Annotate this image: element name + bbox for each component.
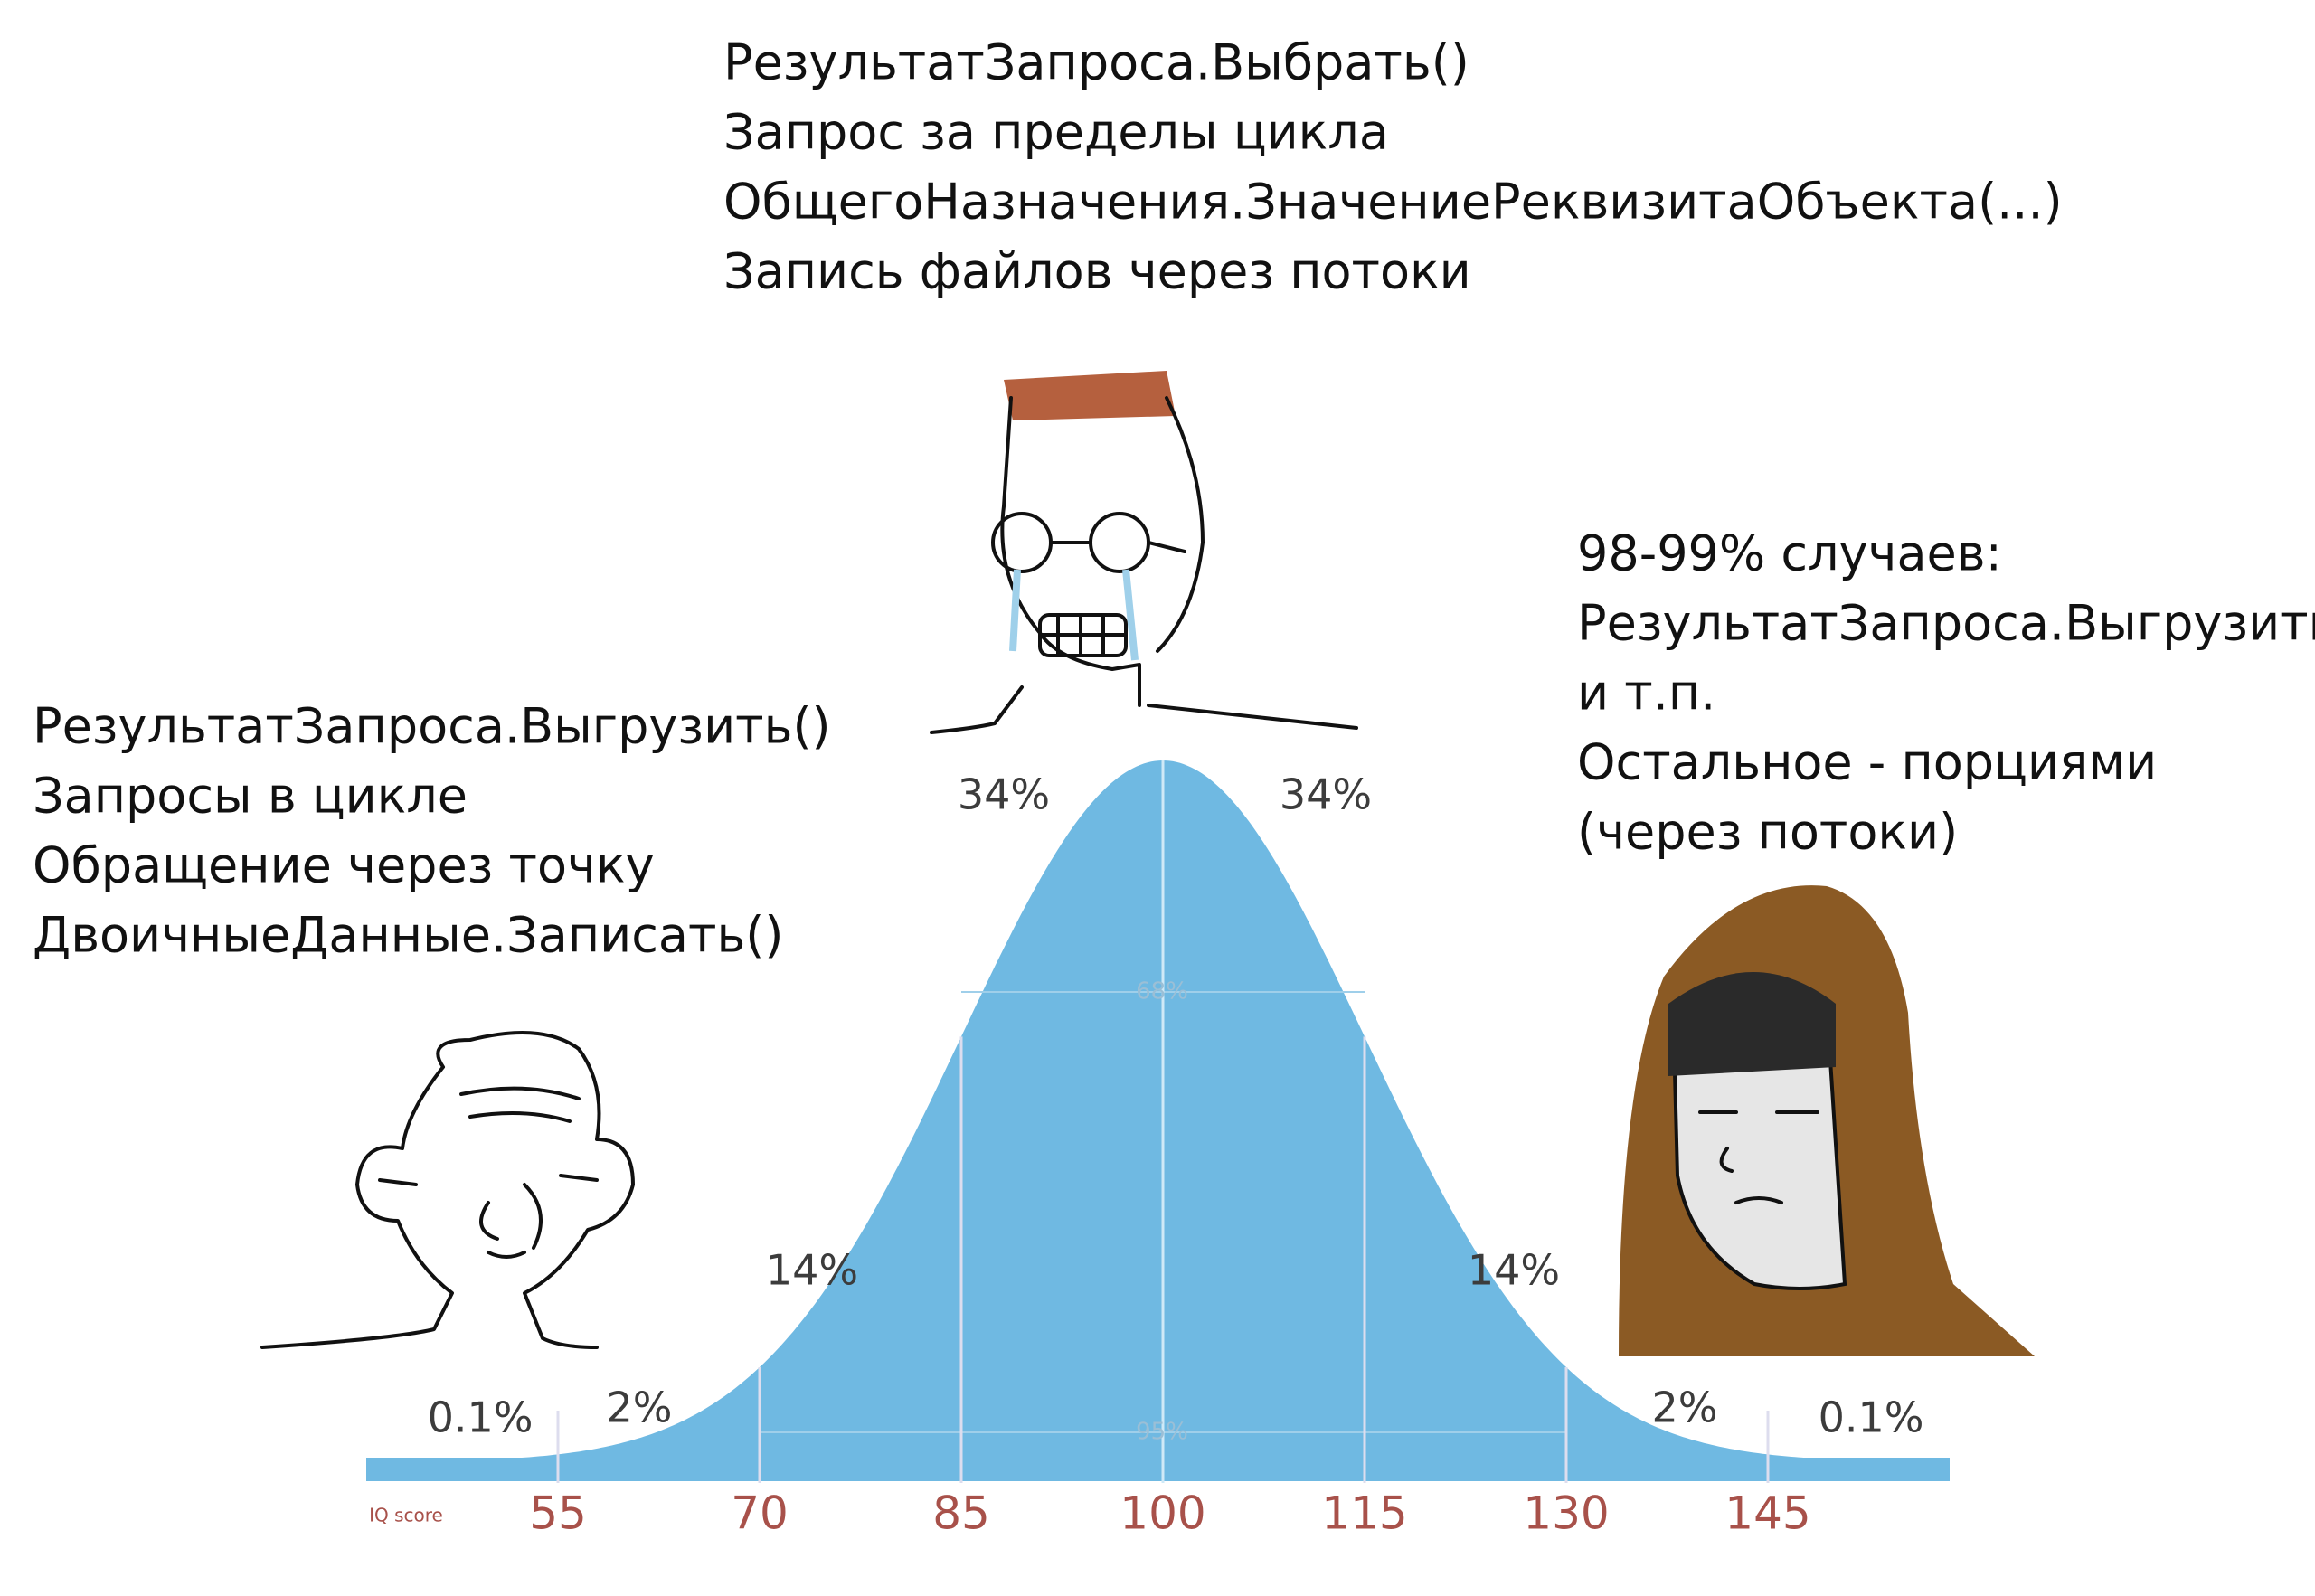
band-label: 2% [1652, 1384, 1718, 1432]
tick-label: 100 [1120, 1487, 1205, 1540]
caption-line: ОбщегоНазначения.ЗначениеРеквизитаОбъект… [723, 174, 2063, 231]
axis-label: IQ score [369, 1505, 443, 1526]
curve-area [366, 760, 1950, 1462]
caption-line: Запросы в цикле [33, 768, 468, 825]
captions: РезультатЗапроса.Выбрать() Запрос за пред… [33, 34, 2315, 964]
tick-label: 70 [731, 1487, 789, 1540]
caption-line: Запись файлов через потоки [723, 243, 1471, 300]
band-label: 34% [958, 770, 1050, 819]
caption-line: 98-99% случаев: [1577, 525, 2002, 582]
band-label: 34% [1280, 770, 1372, 819]
inner-label: 68% [1136, 978, 1188, 1006]
caption-line: и т.п. [1577, 665, 1715, 722]
tick-label: 130 [1523, 1487, 1609, 1540]
caption-line: Обращение через точку [33, 837, 655, 894]
bell-curve: 55 70 85 100 115 130 145 IQ score 0.1% 2% 14% 34% 34… [366, 760, 1950, 1540]
caption-line: РезультатЗапроса.Выгрузить() [33, 698, 831, 755]
caption-line: Остальное - порциями [1577, 734, 2157, 791]
band-label: 0.1% [1819, 1393, 1924, 1442]
band-label: 2% [607, 1384, 673, 1432]
tick-label: 55 [529, 1487, 587, 1540]
caption-line: РезультатЗапроса.Выгрузить() [1577, 595, 2315, 652]
tick-label: 115 [1321, 1487, 1407, 1540]
band-label: 14% [766, 1246, 858, 1295]
tick-label: 85 [932, 1487, 990, 1540]
caption-line: (через потоки) [1577, 804, 1958, 861]
baseline-bar [366, 1458, 1950, 1481]
caption-line: Запрос за пределы цикла [723, 104, 1389, 161]
band-label: 14% [1468, 1246, 1560, 1295]
tick-label: 145 [1724, 1487, 1810, 1540]
hooded-wojak [1619, 885, 2035, 1356]
nerd-wojak [930, 371, 1358, 734]
band-label: 0.1% [428, 1393, 534, 1442]
caption-line: ДвоичныеДанные.Записать() [33, 907, 783, 964]
caption-line: РезультатЗапроса.Выбрать() [723, 34, 1469, 91]
dumb-wojak [260, 1031, 635, 1349]
inner-label: 95% [1136, 1419, 1188, 1446]
